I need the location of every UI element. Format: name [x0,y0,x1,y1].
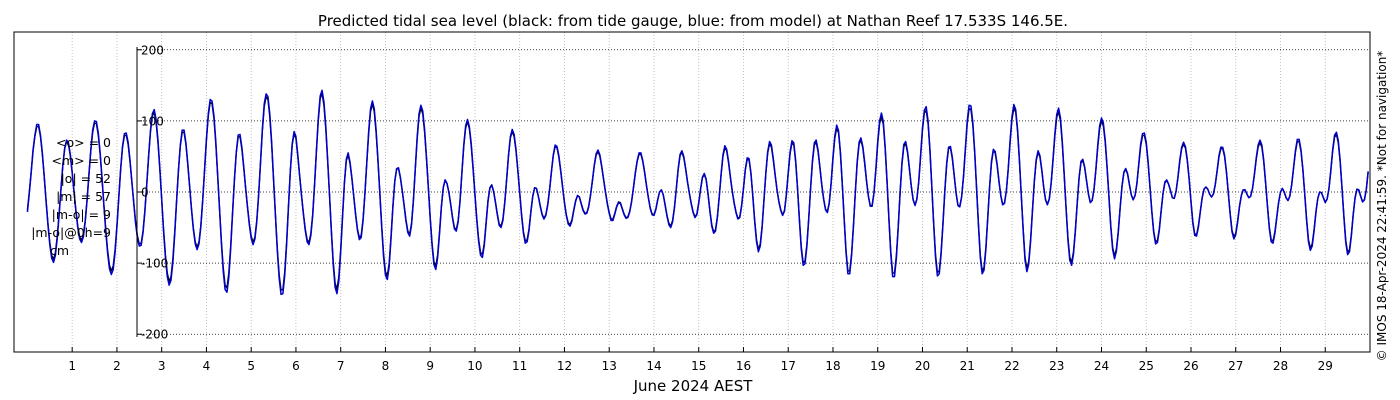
y-axis: -200 -100 0 100 200 [136,43,168,342]
x-tick-label: 3 [158,359,166,373]
x-tick-label: 26 [1183,359,1198,373]
x-tick-label: 7 [337,359,345,373]
stat-abs-diff-0h: |m-o|@0h=9 [31,225,111,240]
x-axis: 1 2 3 4 5 6 7 8 9 10 11 12 13 14 15 16 17 18 19 20 21 22 23 24 2… [68,347,1333,373]
y-tick-label: 200 [141,43,164,57]
x-tick-label: 22 [1004,359,1019,373]
x-tick-label: 23 [1049,359,1064,373]
copyright-text: © IMOS 18-Apr-2024 22:41:59. *Not for na… [1375,50,1389,362]
x-tick-label: 2 [113,359,121,373]
x-tick-label: 21 [960,359,975,373]
x-tick-label: 4 [203,359,211,373]
x-tick-label: 5 [247,359,255,373]
series-line-model [26,89,1369,296]
y-tick-label: -200 [141,328,168,342]
x-tick-label: 17 [781,359,796,373]
y-tick-label: 100 [141,114,164,128]
x-tick-label: 9 [426,359,434,373]
stat-abs-obs: |o| = 52 [60,171,111,186]
x-tick-label: 11 [512,359,527,373]
x-tick-label: 14 [646,359,661,373]
plot-frame [13,31,1371,353]
chart-title: Predicted tidal sea level (black: from t… [318,12,1068,30]
x-tick-label: 24 [1094,359,1109,373]
y-tick-label: 0 [141,186,149,200]
x-tick-label: 8 [382,359,390,373]
stat-abs-diff: |m-o| = 9 [51,207,111,222]
x-tick-label: 20 [915,359,930,373]
x-tick-label: 27 [1228,359,1243,373]
x-tick-label: 10 [467,359,482,373]
y-tick-label: -100 [141,257,168,271]
x-tick-label: 19 [870,359,885,373]
x-tick-label: 18 [825,359,840,373]
stat-abs-model: |m| = 57 [56,189,111,204]
x-tick-label: 15 [691,359,706,373]
x-tick-label: 25 [1139,359,1154,373]
stat-mean-obs: <o> = 0 [56,135,111,150]
x-tick-label: 6 [292,359,300,373]
stat-unit: cm [49,243,70,258]
x-tick-label: 29 [1318,359,1333,373]
x-axis-label: June 2024 AEST [633,377,754,395]
x-tick-label: 12 [557,359,572,373]
x-tick-label: 1 [68,359,76,373]
x-tick-label: 16 [736,359,751,373]
x-tick-label: 13 [602,359,617,373]
stats-panel: <o> = 0 <m> = 0 |o| = 52 |m| = 57 |m-o| … [8,134,111,260]
series-layer [26,89,1369,296]
x-tick-label: 28 [1273,359,1288,373]
stat-mean-model: <m> = 0 [51,153,112,168]
